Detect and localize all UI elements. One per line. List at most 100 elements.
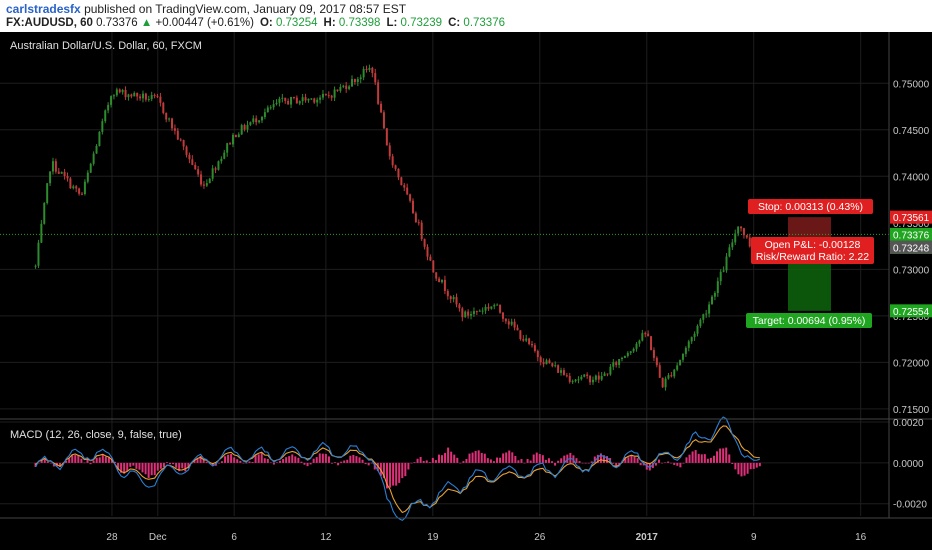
histogram-bar [129, 462, 132, 467]
candle [748, 233, 751, 248]
candle [165, 112, 168, 123]
histogram-bar [34, 462, 37, 468]
candle [292, 96, 295, 100]
stop-label[interactable]: Stop: 0.00313 (0.43%) [748, 199, 873, 214]
histogram-bar [587, 462, 590, 464]
histogram-bar [547, 458, 550, 463]
candle [737, 226, 740, 237]
candle [609, 363, 612, 376]
candle [557, 364, 560, 374]
candle [472, 307, 475, 317]
candle [34, 264, 37, 269]
candle [626, 351, 629, 358]
candle [403, 182, 406, 192]
target-label-text: Target: 0.00694 (0.95%) [753, 315, 866, 327]
histogram-bar [282, 459, 285, 463]
histogram-bar [315, 457, 318, 463]
histogram-bar [303, 462, 306, 465]
histogram-bar [153, 462, 156, 476]
histogram-bar [535, 452, 538, 463]
histogram-bar [107, 456, 110, 463]
histogram-bar [673, 462, 676, 465]
histogram-bar [156, 462, 159, 471]
candle [147, 95, 150, 102]
histogram-bar [737, 462, 740, 475]
histogram-bar [441, 455, 444, 463]
histogram-bar [431, 457, 434, 463]
chart-title: Australian Dollar/U.S. Dollar, 60, FXCM [10, 40, 202, 52]
candle [574, 378, 577, 383]
histogram-bar [260, 452, 263, 463]
candle [533, 343, 536, 353]
histogram-bar [505, 452, 508, 463]
candle [438, 276, 441, 283]
histogram-bar [83, 462, 86, 464]
histogram-bar [612, 462, 615, 464]
candle [597, 371, 600, 383]
candle [635, 342, 638, 352]
candle [240, 123, 243, 135]
histogram-bar [492, 461, 495, 463]
histogram-bar [755, 462, 758, 468]
histogram-bar [370, 462, 373, 464]
histogram-bar [92, 460, 95, 463]
price-chart[interactable]: 0.75000 0.74500 0.74000 0.73000 0.72500 0.720… [0, 32, 932, 550]
histogram-bar [581, 462, 584, 464]
histogram-bar [590, 461, 593, 463]
histogram-bar [685, 457, 688, 463]
histogram-bar [132, 462, 135, 466]
candle [513, 318, 516, 331]
histogram-bar [630, 455, 633, 463]
price-badge: 0.73248 [890, 240, 932, 254]
candle [565, 372, 568, 378]
candle [594, 374, 597, 382]
candle [583, 374, 586, 378]
candle [670, 371, 673, 378]
histogram-bar [275, 462, 278, 463]
candle [548, 358, 551, 364]
candle [380, 101, 383, 114]
high-label: H: [323, 17, 336, 29]
candle [536, 349, 539, 362]
candle [156, 93, 159, 99]
candle [676, 362, 679, 372]
candle [487, 303, 490, 311]
histogram-bar [68, 458, 71, 463]
histogram-bar [758, 462, 761, 467]
histogram-bar [575, 458, 578, 463]
candle [693, 331, 696, 341]
candle [621, 356, 624, 362]
candle [423, 238, 426, 250]
candle [525, 334, 528, 343]
candle [711, 295, 714, 305]
macd-pane[interactable] [34, 416, 761, 522]
candle [618, 359, 621, 369]
candle [382, 110, 385, 129]
histogram-bar [676, 462, 679, 466]
candle [307, 98, 310, 103]
author-link[interactable]: carlstradesfx [6, 2, 81, 16]
histogram-bar [416, 458, 419, 463]
histogram-bar [624, 457, 627, 463]
histogram-bar [456, 457, 459, 463]
histogram-bar [551, 461, 554, 463]
target-label[interactable]: Target: 0.00694 (0.95%) [746, 313, 872, 328]
histogram-bar [709, 457, 712, 463]
histogram-bar [199, 456, 202, 463]
candle [327, 91, 330, 99]
histogram-bar [86, 459, 89, 463]
histogram-bar [740, 462, 743, 477]
quote-line: FX:AUDUSD, 60 0.73376 ▲ +0.00447 (+0.61%… [6, 17, 505, 29]
candle [612, 359, 615, 371]
histogram-bar [227, 454, 230, 463]
histogram-bar [474, 450, 477, 463]
candle [214, 166, 217, 174]
candle [650, 335, 653, 351]
histogram-bar [220, 461, 223, 463]
candle [202, 181, 205, 189]
histogram-bar [321, 453, 324, 463]
candle [237, 132, 240, 138]
symbol-label[interactable]: FX:AUDUSD, 60 [6, 17, 93, 29]
trade-annotations[interactable]: Stop: 0.00313 (0.43%) Open P&L: -0.00128R… [746, 199, 874, 328]
